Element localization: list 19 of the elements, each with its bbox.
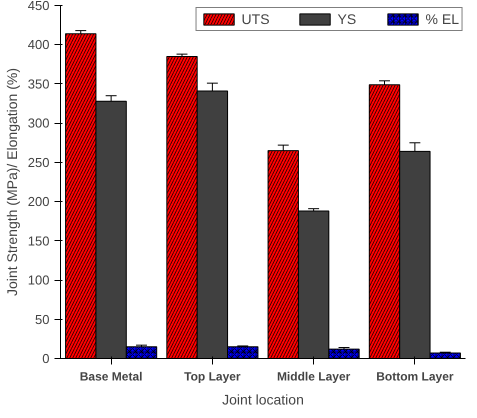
- x-tick-label: Base Metal: [80, 370, 142, 384]
- x-tick-label: Bottom Layer: [376, 370, 454, 384]
- y-tick-label: 300: [28, 116, 50, 131]
- y-tick-label: 150: [28, 233, 50, 248]
- y-tick-label: 450: [28, 0, 50, 13]
- y-axis-title: Joint Strength (MPa)/ Elongation (%): [4, 68, 20, 296]
- x-tick-label: Middle Layer: [276, 370, 351, 384]
- legend-label: % EL: [426, 11, 459, 27]
- x-tick-label: Top Layer: [184, 370, 241, 384]
- y-tick-label: 100: [28, 272, 50, 288]
- y-tick-label: 200: [28, 194, 50, 210]
- y-tick-label: 50: [35, 312, 50, 327]
- y-tick-label: 350: [28, 76, 50, 92]
- x-axis-title: Joint location: [222, 392, 304, 408]
- legend-label: UTS: [242, 11, 270, 27]
- legend-label: YS: [338, 11, 358, 27]
- y-tick-label: 0: [42, 351, 50, 366]
- y-tick-label: 250: [28, 154, 50, 170]
- y-tick-label: 400: [28, 37, 50, 52]
